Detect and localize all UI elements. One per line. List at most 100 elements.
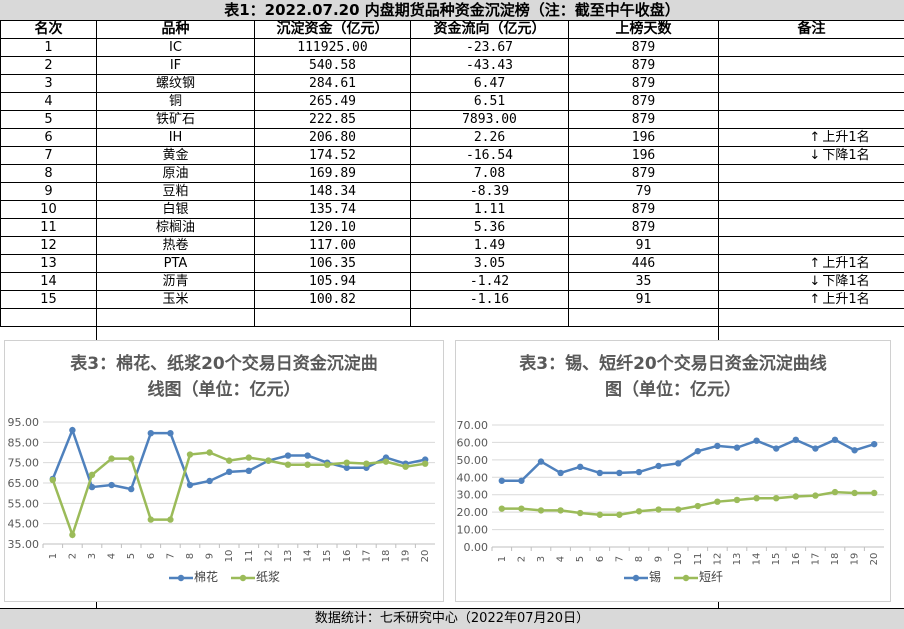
- data-point: [69, 532, 75, 538]
- rank-cell: 14: [1, 273, 97, 291]
- days-cell: 196: [569, 147, 719, 165]
- x-tick-label: 16: [342, 550, 353, 563]
- note-cell: ↑上升1名: [719, 255, 904, 273]
- legend-marker-icon: [673, 573, 699, 583]
- data-point: [714, 443, 720, 449]
- data-point: [616, 470, 622, 476]
- note-cell: [719, 183, 904, 201]
- flow-cell: 2.26: [411, 129, 569, 147]
- col-header-note: 备注: [719, 21, 904, 39]
- note-text: 下降1名: [822, 148, 869, 163]
- empty-cell: [719, 309, 904, 327]
- rank-cell: 12: [1, 237, 97, 255]
- legend-label: 纸浆: [256, 570, 280, 584]
- legend-label: 短纤: [699, 570, 723, 584]
- legend-marker-icon: [168, 573, 194, 583]
- data-point: [499, 505, 505, 511]
- y-tick-label: 85.00: [8, 436, 40, 449]
- fund-cell: 284.61: [255, 75, 411, 93]
- data-point: [304, 452, 310, 458]
- x-tick-label: 14: [752, 553, 763, 566]
- x-tick-label: 9: [654, 556, 665, 562]
- days-cell: 35: [569, 273, 719, 291]
- data-point: [773, 495, 779, 501]
- x-tick-label: 17: [810, 553, 821, 566]
- name-cell: PTA: [97, 255, 255, 273]
- empty-cell: [97, 309, 255, 327]
- data-point: [206, 449, 212, 455]
- days-cell: 879: [569, 165, 719, 183]
- data-point: [246, 468, 252, 474]
- legend-label: 锡: [649, 570, 661, 584]
- note-cell: [719, 165, 904, 183]
- data-point: [518, 505, 524, 511]
- fund-cell: 265.49: [255, 93, 411, 111]
- rank-cell: 5: [1, 111, 97, 129]
- data-point: [422, 460, 428, 466]
- fund-cell: 100.82: [255, 291, 411, 309]
- col-header-fund: 沉淀资金（亿元）: [255, 21, 411, 39]
- x-tick-label: 12: [712, 553, 723, 566]
- x-tick-label: 15: [322, 550, 333, 563]
- fund-cell: 222.85: [255, 111, 411, 129]
- x-tick-label: 1: [497, 556, 508, 562]
- flow-cell: -43.43: [411, 57, 569, 75]
- fund-cell: 120.10: [255, 219, 411, 237]
- rank-cell: 8: [1, 165, 97, 183]
- data-point: [285, 462, 291, 468]
- data-point: [187, 451, 193, 457]
- fund-cell: 174.52: [255, 147, 411, 165]
- data-point: [246, 454, 252, 460]
- data-point: [616, 512, 622, 518]
- fund-cell: 105.94: [255, 273, 411, 291]
- x-tick-label: 6: [595, 556, 606, 562]
- y-tick-label: 95.00: [8, 416, 40, 429]
- fund-cell: 135.74: [255, 201, 411, 219]
- rank-cell: 11: [1, 219, 97, 237]
- flow-cell: -23.67: [411, 39, 569, 57]
- flow-cell: 5.36: [411, 219, 569, 237]
- x-tick-label: 20: [869, 553, 880, 566]
- name-cell: 豆粕: [97, 183, 255, 201]
- data-point: [655, 463, 661, 469]
- rank-cell: 10: [1, 201, 97, 219]
- data-point: [167, 430, 173, 436]
- x-tick-label: 11: [244, 550, 255, 563]
- flow-cell: 7.08: [411, 165, 569, 183]
- days-cell: 446: [569, 255, 719, 273]
- flow-cell: -1.16: [411, 291, 569, 309]
- flow-cell: 3.05: [411, 255, 569, 273]
- y-tick-label: 65.00: [8, 477, 40, 490]
- data-point: [655, 506, 661, 512]
- data-point: [187, 482, 193, 488]
- x-tick-label: 2: [67, 553, 78, 559]
- chart-legend: 棉花纸浆: [5, 568, 443, 585]
- x-tick-label: 16: [791, 553, 802, 566]
- name-cell: 棕榈油: [97, 219, 255, 237]
- data-point: [402, 464, 408, 470]
- data-point: [636, 469, 642, 475]
- x-tick-label: 19: [850, 553, 861, 566]
- data-point: [753, 437, 759, 443]
- name-cell: IF: [97, 57, 255, 75]
- fund-cell: 206.80: [255, 129, 411, 147]
- empty-cell: [411, 309, 569, 327]
- x-tick-label: 3: [536, 556, 547, 562]
- data-point: [871, 441, 877, 447]
- data-point: [851, 447, 857, 453]
- rank-cell: 9: [1, 183, 97, 201]
- note-cell: ↓下降1名: [719, 147, 904, 165]
- empty-cell: [1, 309, 97, 327]
- name-cell: IH: [97, 129, 255, 147]
- days-cell: 196: [569, 129, 719, 147]
- x-tick-label: 4: [556, 556, 567, 562]
- y-tick-label: 70.00: [457, 419, 489, 432]
- arrow-up-icon: ↑: [809, 292, 820, 307]
- fund-cell: 169.89: [255, 165, 411, 183]
- data-point: [714, 498, 720, 504]
